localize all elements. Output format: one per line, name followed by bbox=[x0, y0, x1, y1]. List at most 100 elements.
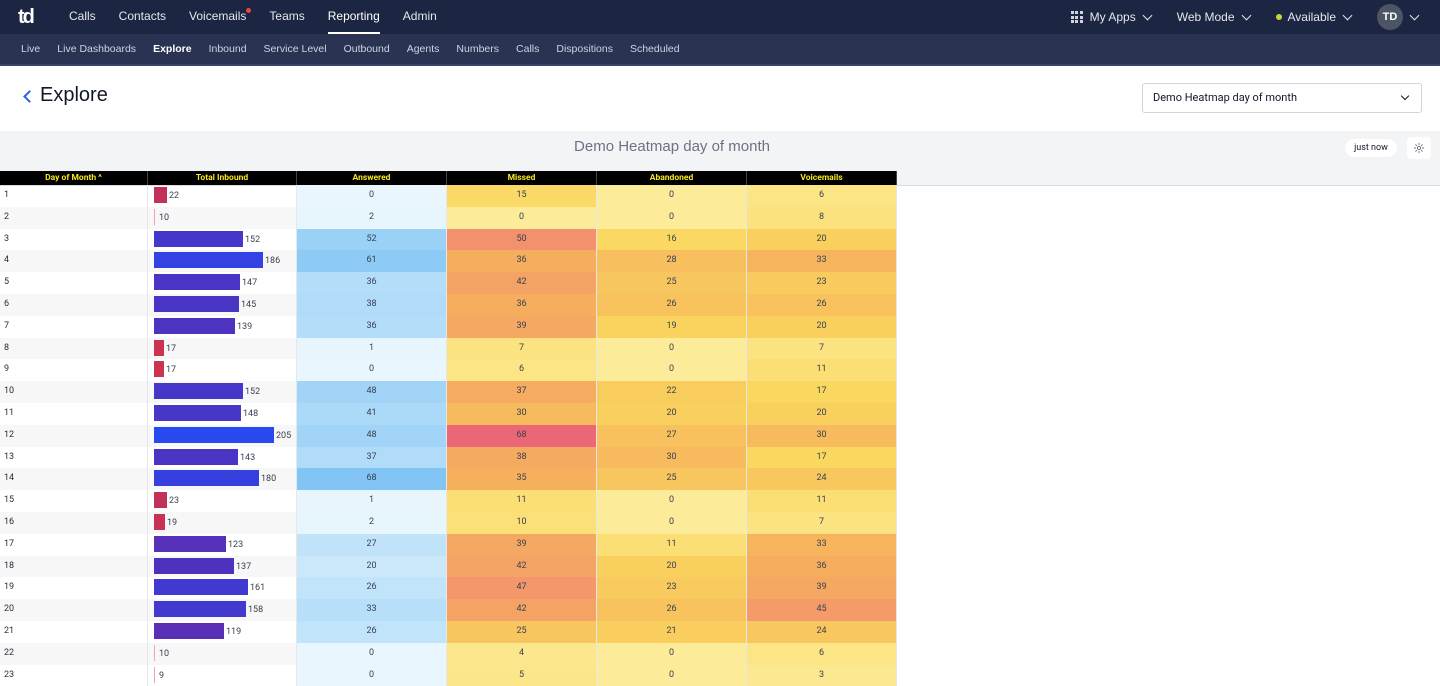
total-inbound-bar bbox=[154, 361, 164, 378]
subnav-item-outbound[interactable]: Outbound bbox=[343, 43, 390, 55]
voicemails-cell: 7 bbox=[747, 511, 897, 534]
status-menu[interactable]: Available bbox=[1275, 10, 1353, 24]
total-inbound-cell: 147 bbox=[148, 272, 297, 294]
nav-item-contacts[interactable]: Contacts bbox=[118, 9, 167, 23]
report-title: Demo Heatmap day of month bbox=[574, 138, 770, 155]
subnav-item-service-level[interactable]: Service Level bbox=[263, 43, 327, 55]
subnav-item-agents[interactable]: Agents bbox=[406, 43, 440, 55]
total-inbound-cell: 123 bbox=[148, 533, 297, 556]
answered-cell: 36 bbox=[297, 315, 447, 338]
abandoned-cell: 0 bbox=[597, 206, 747, 229]
subnav-item-calls[interactable]: Calls bbox=[516, 43, 540, 55]
day-of-month-cell: 21 bbox=[0, 620, 148, 643]
subnav-item-live-dashboards[interactable]: Live Dashboards bbox=[57, 43, 137, 55]
missed-cell: 4 bbox=[447, 642, 597, 665]
voicemails-cell: 23 bbox=[747, 272, 897, 294]
reporting-subnav-bar: Live Live Dashboards Explore Inbound Service… bbox=[0, 34, 1440, 64]
total-inbound-bar bbox=[154, 274, 240, 291]
total-inbound-value: 17 bbox=[166, 343, 177, 354]
voicemails-cell: 24 bbox=[747, 620, 897, 643]
total-inbound-cell: 145 bbox=[148, 293, 297, 316]
answered-cell: 27 bbox=[297, 533, 447, 556]
voicemails-cell: 39 bbox=[747, 577, 897, 600]
total-inbound-bar bbox=[154, 492, 167, 509]
total-inbound-cell: 19 bbox=[148, 511, 297, 534]
abandoned-cell: 19 bbox=[597, 315, 747, 338]
my-apps-label: My Apps bbox=[1089, 10, 1136, 24]
total-inbound-bar bbox=[154, 339, 164, 356]
main-nav: Calls Contacts Voicemails Teams Reporting Adm… bbox=[69, 0, 460, 34]
missed-cell: 0 bbox=[447, 206, 597, 229]
answered-cell: 38 bbox=[297, 293, 447, 316]
total-inbound-value: 23 bbox=[169, 496, 180, 507]
column-header-voicemails[interactable]: Voicemails bbox=[747, 171, 897, 185]
td-logo[interactable]: td bbox=[18, 6, 35, 28]
total-inbound-value: 10 bbox=[159, 648, 170, 659]
column-header-total-inbound[interactable]: Total Inbound bbox=[148, 171, 297, 185]
abandoned-cell: 28 bbox=[597, 250, 747, 273]
subnav-item-numbers[interactable]: Numbers bbox=[456, 43, 500, 55]
subnav-item-dispositions[interactable]: Dispositions bbox=[556, 43, 613, 55]
voicemails-cell: 36 bbox=[747, 555, 897, 578]
table-row: 15 23 1 11 0 11 bbox=[0, 490, 897, 512]
report-select[interactable]: Demo Heatmap day of month bbox=[1142, 83, 1422, 113]
subnav-item-explore[interactable]: Explore bbox=[153, 43, 192, 55]
answered-cell: 41 bbox=[297, 402, 447, 425]
back-chevron-icon[interactable] bbox=[23, 90, 36, 103]
voicemails-cell: 11 bbox=[747, 359, 897, 382]
apps-grid-icon bbox=[1070, 11, 1083, 23]
my-apps-menu[interactable]: My Apps bbox=[1070, 10, 1153, 24]
gear-icon bbox=[1413, 142, 1425, 154]
total-inbound-bar bbox=[154, 252, 263, 269]
total-inbound-bar bbox=[154, 601, 246, 618]
column-header-answered[interactable]: Answered bbox=[297, 171, 447, 185]
missed-cell: 50 bbox=[447, 228, 597, 251]
nav-item-reporting[interactable]: Reporting bbox=[327, 0, 380, 34]
column-header-missed[interactable]: Missed bbox=[447, 171, 597, 185]
voicemails-cell: 8 bbox=[747, 206, 897, 229]
total-inbound-bar bbox=[154, 404, 241, 421]
nav-item-teams[interactable]: Teams bbox=[269, 9, 305, 23]
answered-cell: 33 bbox=[297, 599, 447, 621]
missed-cell: 37 bbox=[447, 381, 597, 403]
total-inbound-cell: 10 bbox=[148, 642, 297, 665]
column-header-abandoned[interactable]: Abandoned bbox=[597, 171, 747, 185]
voicemails-cell: 17 bbox=[747, 381, 897, 403]
day-of-month-cell: 11 bbox=[0, 402, 148, 425]
nav-item-voicemails[interactable]: Voicemails bbox=[189, 0, 252, 34]
subnav-item-live[interactable]: Live bbox=[21, 43, 41, 55]
nav-item-admin[interactable]: Admin bbox=[402, 9, 437, 23]
total-inbound-bar bbox=[154, 230, 243, 247]
total-inbound-value: 19 bbox=[167, 517, 178, 528]
missed-cell: 47 bbox=[447, 577, 597, 600]
table-row: 6 145 38 36 26 26 bbox=[0, 293, 897, 316]
avatar: TD bbox=[1377, 4, 1403, 30]
voicemails-cell: 33 bbox=[747, 250, 897, 273]
abandoned-cell: 25 bbox=[597, 468, 747, 491]
missed-cell: 30 bbox=[447, 402, 597, 425]
web-mode-menu[interactable]: Web Mode bbox=[1176, 10, 1251, 24]
nav-item-calls[interactable]: Calls bbox=[69, 9, 96, 23]
subnav-item-inbound[interactable]: Inbound bbox=[208, 43, 247, 55]
total-inbound-value: 152 bbox=[245, 234, 261, 245]
total-inbound-cell: 23 bbox=[148, 490, 297, 512]
missed-cell: 39 bbox=[447, 315, 597, 338]
reporting-subnav: Live Live Dashboards Explore Inbound Service… bbox=[21, 34, 697, 64]
user-menu[interactable]: TD bbox=[1377, 4, 1420, 30]
answered-cell: 2 bbox=[297, 206, 447, 229]
answered-cell: 48 bbox=[297, 381, 447, 403]
total-inbound-value: 186 bbox=[265, 256, 281, 267]
column-header-day-of-month[interactable]: Day of Month ^ bbox=[0, 171, 148, 185]
refresh-badge[interactable]: just now bbox=[1345, 139, 1397, 157]
missed-cell: 39 bbox=[447, 533, 597, 556]
missed-cell: 36 bbox=[447, 250, 597, 273]
answered-cell: 0 bbox=[297, 185, 447, 207]
total-inbound-cell: 22 bbox=[148, 185, 297, 207]
subnav-item-scheduled[interactable]: Scheduled bbox=[629, 43, 680, 55]
table-row: 10 152 48 37 22 17 bbox=[0, 381, 897, 403]
web-mode-label: Web Mode bbox=[1176, 10, 1235, 24]
voicemails-cell: 26 bbox=[747, 293, 897, 316]
answered-cell: 1 bbox=[297, 490, 447, 512]
report-settings-button[interactable] bbox=[1407, 137, 1431, 159]
answered-cell: 1 bbox=[297, 337, 447, 360]
